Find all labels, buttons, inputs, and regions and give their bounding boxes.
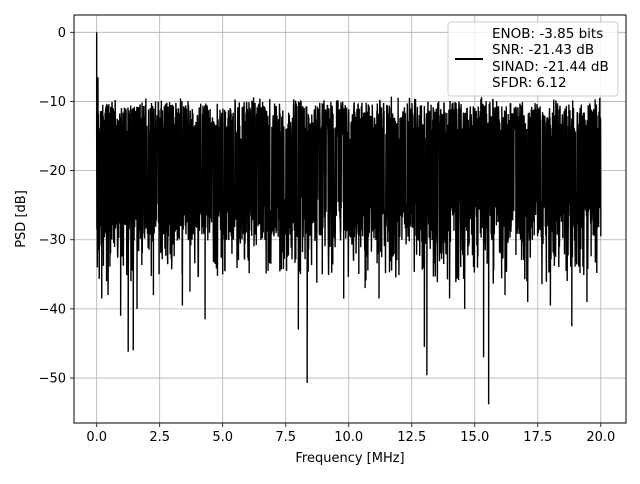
x-tick-label: 10.0 — [334, 430, 363, 445]
psd-series-line — [95, 32, 602, 405]
y-tick-label: −50 — [39, 372, 66, 387]
legend-line-sfdr: SFDR: 6.12 — [492, 75, 567, 91]
x-tick-label: 7.5 — [275, 430, 296, 445]
x-axis-label: Frequency [MHz] — [295, 451, 404, 466]
x-tick-label: 5.0 — [212, 430, 233, 445]
x-tick-label: 2.5 — [149, 430, 170, 445]
legend-box — [447, 21, 619, 97]
legend: ENOB: -3.85 bits SNR: -21.43 dB SINAD: -… — [447, 21, 619, 97]
legend-line-enob: ENOB: -3.85 bits — [492, 26, 603, 42]
y-tick-label: −10 — [39, 95, 66, 110]
x-tick-label: 15.0 — [460, 430, 489, 445]
x-tick-label: 0.0 — [86, 430, 107, 445]
y-tick-label: −40 — [39, 302, 66, 317]
x-axis: 0.0 2.5 5.0 7.5 10.0 12.5 15.0 17.5 20.0 — [86, 423, 615, 445]
y-tick-label: 0 — [58, 26, 66, 41]
y-axis-label: PSD [dB] — [14, 190, 29, 248]
legend-line-sinad: SINAD: -21.44 dB — [492, 59, 609, 75]
x-tick-label: 20.0 — [586, 430, 615, 445]
y-tick-label: −20 — [39, 164, 66, 179]
legend-line-snr: SNR: -21.43 dB — [492, 42, 594, 58]
series-layer — [95, 32, 602, 405]
plot-frame — [73, 14, 627, 424]
x-tick-label: 12.5 — [397, 430, 426, 445]
y-tick-label: −30 — [39, 233, 66, 248]
x-tick-label: 17.5 — [523, 430, 552, 445]
y-axis: 0 −10 −20 −30 −40 −50 — [39, 26, 74, 387]
